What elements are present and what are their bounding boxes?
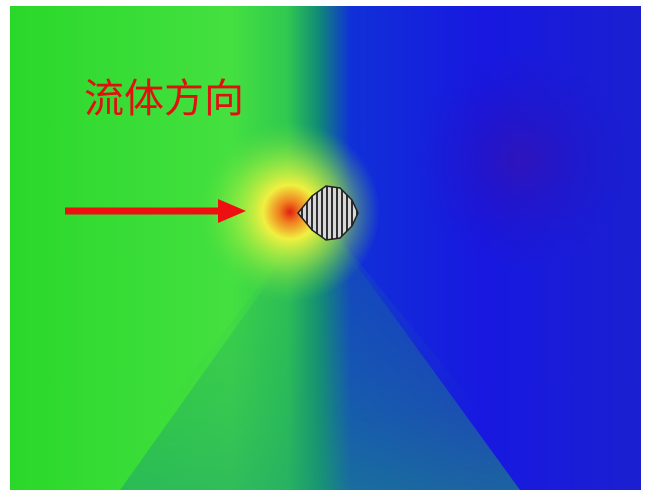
flow-direction-label: 流体方向 [84, 76, 244, 122]
simulation-view: 流体方向 [0, 0, 647, 502]
page: 流体方向 (() => { const data = JSON.parse(do… [0, 0, 647, 502]
